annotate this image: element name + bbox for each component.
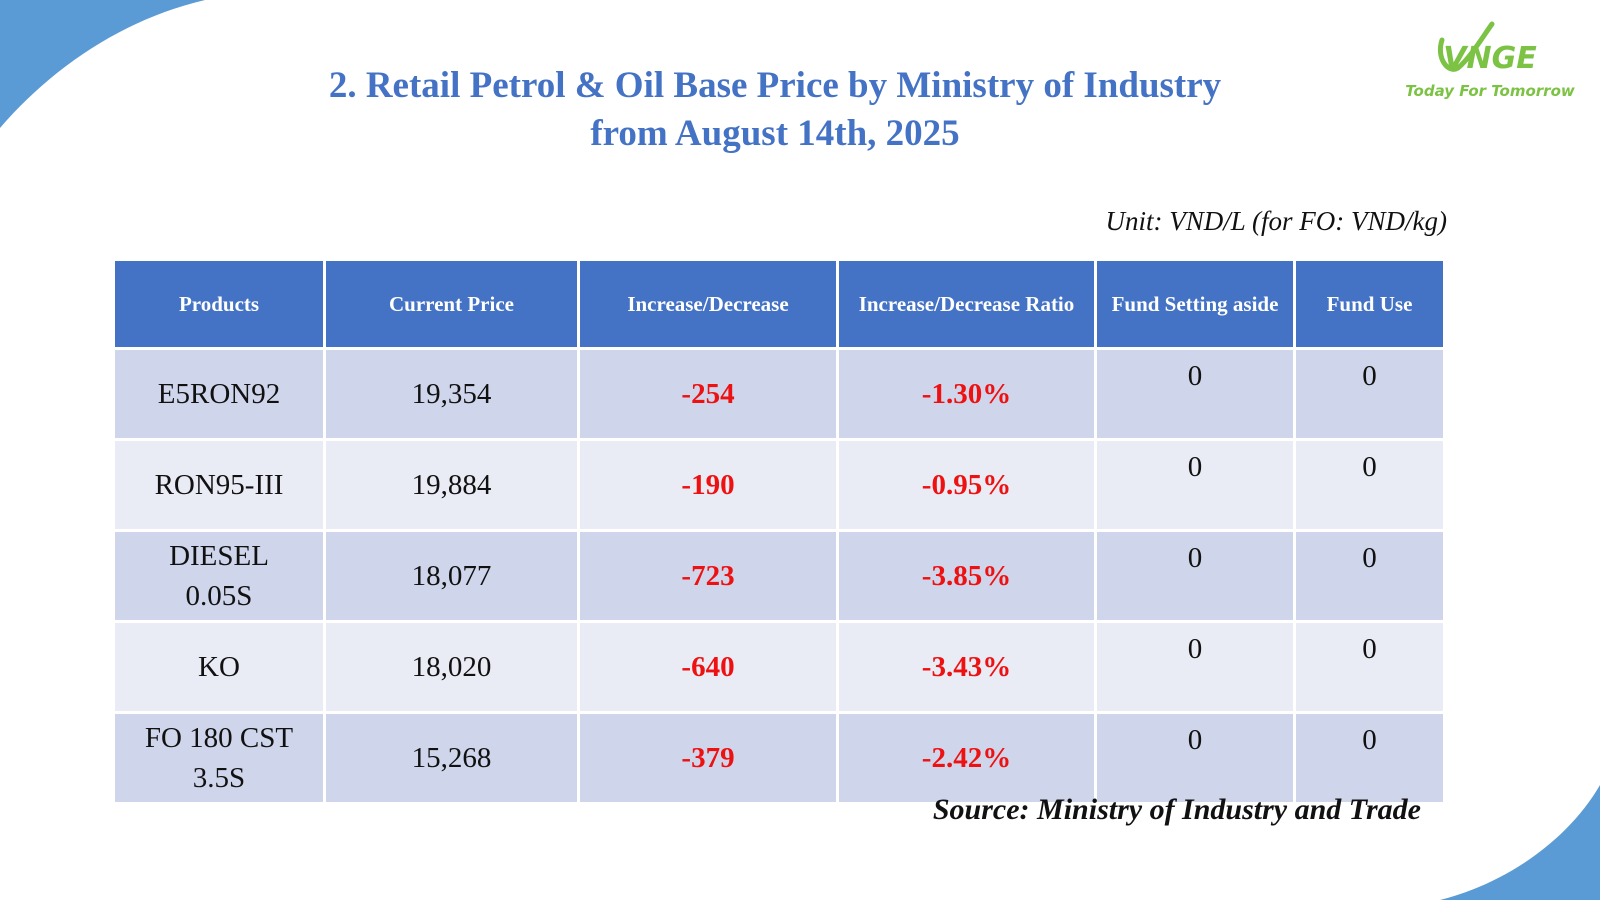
header-increase-decrease: Increase/Decrease <box>577 258 839 350</box>
change-cell: -640 <box>577 620 839 714</box>
fund-use-cell: 0 <box>1293 529 1446 623</box>
logo-tagline: Today For Tomorrow <box>1405 82 1575 100</box>
change-cell: -723 <box>577 529 839 623</box>
title-line-2: from August 14th, 2025 <box>590 113 960 154</box>
table-row: DIESEL 0.05S 18,077 -723 -3.85% 0 0 <box>112 529 1446 623</box>
page-title: 2. Retail Petrol & Oil Base Price by Min… <box>230 62 1320 158</box>
logo-lettering: VNGE <box>1443 41 1537 76</box>
price-table: Products Current Price Increase/Decrease… <box>112 258 1446 805</box>
header-fund-setting-aside: Fund Setting aside <box>1094 258 1296 350</box>
logo-swoosh <box>1438 21 1495 72</box>
top-left-swoosh <box>0 0 205 128</box>
fund-use-cell: 0 <box>1293 620 1446 714</box>
table-row: FO 180 CST 3.5S 15,268 -379 -2.42% 0 0 <box>112 711 1446 805</box>
table-row: KO 18,020 -640 -3.43% 0 0 <box>112 620 1446 714</box>
source-note: Source: Ministry of Industry and Trade <box>932 793 1421 826</box>
header-current-price: Current Price <box>323 258 580 350</box>
fund-setting-cell: 0 <box>1094 438 1296 532</box>
product-cell: E5RON92 <box>112 347 326 441</box>
change-cell: -254 <box>577 347 839 441</box>
ratio-cell: -0.95% <box>836 438 1097 532</box>
fund-use-cell: 0 <box>1293 711 1446 805</box>
fund-use-cell: 0 <box>1293 438 1446 532</box>
current-price-cell: 19,884 <box>323 438 580 532</box>
bottom-right-swoosh <box>1440 785 1600 900</box>
change-cell: -190 <box>577 438 839 532</box>
product-cell: KO <box>112 620 326 714</box>
title-line-1: 2. Retail Petrol & Oil Base Price by Min… <box>328 65 1222 106</box>
fund-setting-cell: 0 <box>1094 347 1296 441</box>
fund-setting-cell: 0 <box>1094 711 1296 805</box>
product-cell: FO 180 CST 3.5S <box>112 711 326 805</box>
ratio-cell: -3.43% <box>836 620 1097 714</box>
table-header-row: Products Current Price Increase/Decrease… <box>112 258 1446 350</box>
product-cell: DIESEL 0.05S <box>112 529 326 623</box>
fund-setting-cell: 0 <box>1094 529 1296 623</box>
current-price-cell: 19,354 <box>323 347 580 441</box>
header-products: Products <box>112 258 326 350</box>
current-price-cell: 15,268 <box>323 711 580 805</box>
ratio-cell: -2.42% <box>836 711 1097 805</box>
ratio-cell: -3.85% <box>836 529 1097 623</box>
fund-use-cell: 0 <box>1293 347 1446 441</box>
fund-setting-cell: 0 <box>1094 620 1296 714</box>
header-increase-decrease-ratio: Increase/Decrease Ratio <box>836 258 1097 350</box>
table-row: RON95-III 19,884 -190 -0.95% 0 0 <box>112 438 1446 532</box>
ratio-cell: -1.30% <box>836 347 1097 441</box>
header-fund-use: Fund Use <box>1293 258 1446 350</box>
vnge-logo: VNGE Today For Tomorrow <box>1400 18 1580 108</box>
table-row: E5RON92 19,354 -254 -1.30% 0 0 <box>112 347 1446 441</box>
change-cell: -379 <box>577 711 839 805</box>
product-cell: RON95-III <box>112 438 326 532</box>
current-price-cell: 18,077 <box>323 529 580 623</box>
unit-note: Unit: VND/L (for FO: VND/kg) <box>1105 206 1447 236</box>
current-price-cell: 18,020 <box>323 620 580 714</box>
logo-mark: VNGE <box>1438 21 1537 76</box>
